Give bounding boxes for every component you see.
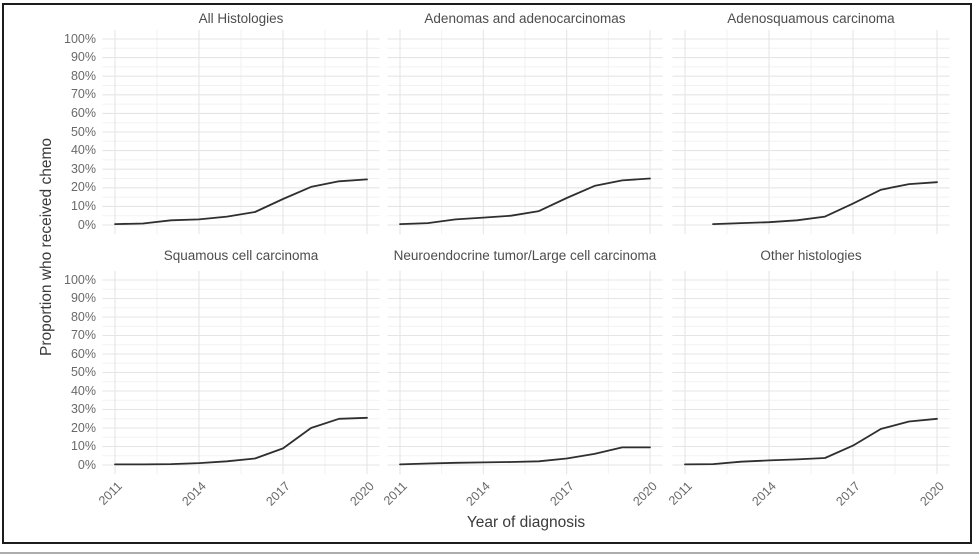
y-tick-label: 50%	[70, 365, 96, 379]
y-tick-label: 100%	[64, 31, 96, 46]
y-tick-label: 0%	[77, 457, 96, 472]
y-tick-label: 40%	[70, 383, 96, 398]
facet-title-all-histologies: All Histologies	[198, 11, 284, 26]
facet-panel-all-histologies	[102, 29, 380, 235]
y-tick-label: 60%	[70, 346, 96, 361]
y-tick-label: 80%	[70, 309, 96, 324]
data-line-other-histologies	[684, 417, 938, 466]
y-axis-title: Proportion who received chemo	[38, 138, 55, 356]
facet-title-neuroendocrine-tumor-large-cell-carcinoma: Neuroendocrine tumor/Large cell carcinom…	[393, 248, 657, 263]
facet-panel-neuroendocrine-tumor-large-cell-carcinoma	[387, 270, 663, 475]
y-tick-label: 60%	[70, 105, 96, 120]
y-tick-label: 10%	[70, 198, 96, 213]
data-line-squamous-cell-carcinoma	[114, 416, 368, 466]
y-tick-label: 20%	[70, 420, 96, 435]
y-tick-label: 70%	[70, 87, 96, 102]
y-tick-label: 90%	[70, 291, 96, 305]
data-line-all-histologies	[114, 178, 368, 226]
x-axis-title: Year of diagnosis	[466, 514, 586, 531]
y-tick-label: 90%	[70, 50, 96, 65]
data-line-neuroendocrine-tumor-large-cell-carcinoma	[399, 446, 651, 466]
facet-panel-other-histologies	[672, 270, 950, 475]
facet-title-squamous-cell-carcinoma: Squamous cell carcinoma	[163, 248, 319, 263]
y-tick-label: 50%	[70, 124, 96, 139]
facet-title-adenosquamous-carcinoma: Adenosquamous carcinoma	[727, 11, 895, 26]
screenshot-bottom-edge	[0, 552, 979, 554]
facet-title-other-histologies: Other histologies	[760, 248, 862, 263]
y-tick-label: 30%	[70, 402, 96, 416]
y-tick-label: 0%	[77, 217, 96, 232]
y-tick-label: 40%	[70, 143, 96, 158]
y-tick-label: 20%	[70, 180, 96, 195]
y-tick-label: 30%	[70, 161, 96, 176]
y-tick-label: 70%	[70, 328, 96, 342]
y-tick-label: 100%	[64, 272, 96, 287]
data-line-adenomas-and-adenocarcinomas	[399, 177, 651, 226]
facet-panel-squamous-cell-carcinoma	[102, 270, 380, 475]
facet-panel-adenomas-and-adenocarcinomas	[387, 29, 663, 235]
facet-panel-adenosquamous-carcinoma	[672, 29, 950, 235]
facet-title-adenomas-and-adenocarcinomas: Adenomas and adenocarcinomas	[424, 11, 626, 26]
data-line-adenosquamous-carcinoma	[712, 181, 938, 226]
y-tick-label: 80%	[70, 68, 96, 83]
y-tick-label: 10%	[70, 439, 96, 453]
